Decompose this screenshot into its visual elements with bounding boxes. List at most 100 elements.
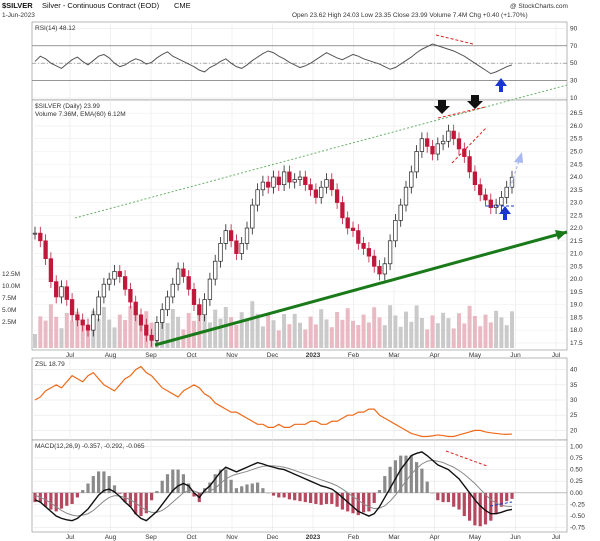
x-tick-label: 2023 bbox=[306, 534, 321, 541]
x-tick-label: Feb bbox=[348, 534, 360, 541]
volume-tick-label: 5.0M bbox=[2, 307, 16, 314]
macd-histogram-bar bbox=[49, 492, 53, 510]
candle-body bbox=[329, 179, 334, 191]
candle-body bbox=[175, 268, 181, 285]
price-tick-label: 18.0 bbox=[570, 327, 583, 334]
x-tick-label: Jul bbox=[66, 352, 75, 359]
rsi-title: RSI(14) 48.12 bbox=[35, 25, 76, 32]
macd-histogram-bar bbox=[107, 476, 111, 493]
volume-bar bbox=[139, 325, 143, 348]
x-tick-label: Jul bbox=[552, 534, 561, 541]
volume-bar bbox=[271, 320, 276, 348]
macd-histogram-bar bbox=[213, 474, 217, 493]
macd-histogram-bar bbox=[187, 483, 191, 493]
volume-bar bbox=[483, 314, 488, 348]
candle-body bbox=[101, 283, 107, 298]
candle-body bbox=[250, 204, 255, 229]
volume-bar bbox=[33, 334, 37, 348]
volume-bar bbox=[75, 311, 80, 348]
macd-line bbox=[34, 451, 513, 522]
zsl-tick-label: 20 bbox=[570, 427, 578, 434]
macd-histogram-bar bbox=[54, 492, 58, 512]
candle-body bbox=[154, 322, 160, 341]
x-tick-label: Apr bbox=[429, 534, 440, 541]
macd-histogram-bar bbox=[372, 492, 376, 504]
candle-body bbox=[308, 184, 313, 191]
candle-body bbox=[478, 184, 483, 196]
macd-histogram-bar bbox=[155, 490, 159, 493]
volume-bar bbox=[351, 320, 355, 348]
volume-bar bbox=[218, 318, 223, 348]
top-arrow-2 bbox=[467, 95, 483, 109]
header-date: 1-Jun-2023 bbox=[2, 12, 35, 19]
volume-bar bbox=[234, 325, 239, 348]
macd-histogram-bar bbox=[457, 492, 461, 510]
candle-body bbox=[430, 146, 435, 155]
x-tick-label: Mar bbox=[388, 534, 400, 541]
volume-bar bbox=[298, 322, 302, 348]
volume-bar bbox=[478, 326, 483, 348]
zsl-line bbox=[34, 365, 513, 438]
macd-histogram-bar bbox=[91, 476, 95, 493]
x-tick-label: Apr bbox=[429, 352, 440, 359]
price-tick-label: 18.5 bbox=[570, 314, 583, 321]
volume-bar bbox=[419, 318, 424, 348]
macd-histogram-bar bbox=[367, 492, 371, 512]
candle-body bbox=[32, 232, 38, 235]
macd-histogram-bar bbox=[425, 481, 429, 493]
volume-bar bbox=[462, 323, 467, 348]
candle-body bbox=[334, 189, 340, 203]
candle-body bbox=[425, 138, 430, 147]
candle-body bbox=[372, 255, 377, 267]
buy-arrow-rsi bbox=[495, 78, 507, 92]
buy-arrow-price bbox=[499, 206, 511, 220]
volume-bar bbox=[472, 316, 477, 348]
volume-bar bbox=[356, 325, 361, 348]
axis-ticks: JulJulAugAugSepSepOctOctNovNovDecDec2023… bbox=[2, 25, 585, 541]
macd-histogram-bar bbox=[441, 492, 445, 503]
candle-body bbox=[276, 176, 281, 186]
candle-body bbox=[202, 299, 207, 316]
candle-body bbox=[456, 138, 462, 150]
volume-bar bbox=[107, 319, 112, 348]
volume-tick-label: 7.5M bbox=[2, 295, 16, 302]
candle-body bbox=[117, 271, 122, 277]
volume-bar bbox=[64, 313, 69, 348]
volume-bar bbox=[494, 310, 499, 348]
rsi-tick-label: 70 bbox=[570, 43, 578, 50]
volume-bar bbox=[488, 322, 493, 348]
volume-bar bbox=[313, 324, 318, 348]
candle-body bbox=[59, 286, 64, 298]
candle-body bbox=[382, 263, 387, 275]
macd-histogram-bar bbox=[483, 492, 488, 525]
macd-histogram-bar bbox=[356, 492, 360, 516]
volume-bar bbox=[123, 320, 128, 348]
volume-bar bbox=[133, 315, 138, 348]
price-tick-label: 22.0 bbox=[570, 225, 583, 232]
volume-bar bbox=[245, 318, 249, 348]
volume-bar bbox=[160, 314, 165, 348]
candle-body bbox=[398, 204, 403, 221]
macd-histogram-bar bbox=[362, 492, 366, 513]
candle-body bbox=[213, 260, 218, 280]
x-tick-label: Jun bbox=[510, 352, 521, 359]
volume-bar bbox=[128, 306, 133, 348]
header-exchange: CME bbox=[174, 1, 191, 10]
candle-body bbox=[85, 324, 91, 331]
candle-body bbox=[239, 243, 244, 254]
candle-body bbox=[186, 276, 191, 290]
volume-bar bbox=[361, 314, 366, 348]
price-title: $SILVER (Daily) 23.99 bbox=[35, 103, 100, 110]
volume-bar bbox=[101, 307, 106, 348]
x-tick-label: Dec bbox=[267, 352, 279, 359]
macd-histogram-bar bbox=[208, 482, 212, 493]
volume-bar bbox=[186, 313, 191, 348]
candle-body bbox=[340, 202, 345, 219]
macd-histogram-bar bbox=[139, 492, 143, 517]
price-tick-label: 19.5 bbox=[570, 289, 583, 296]
volume-bar bbox=[409, 321, 414, 348]
channel-line bbox=[74, 84, 568, 219]
candle-body bbox=[223, 230, 228, 244]
macd-histogram-bar bbox=[478, 492, 482, 527]
